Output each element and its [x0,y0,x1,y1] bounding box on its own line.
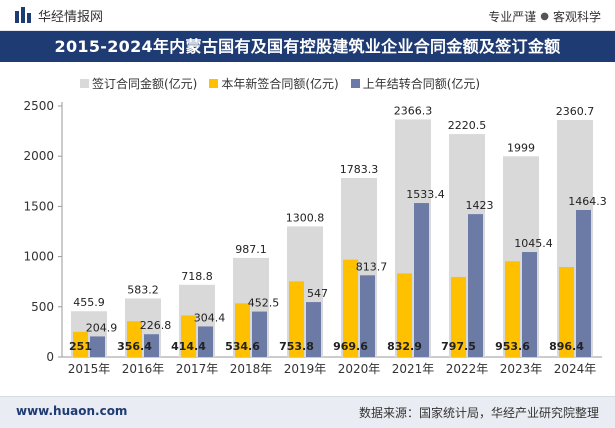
legend-item-total: 签订合同金额(亿元) [80,75,197,92]
footer-site: www.huaon.com [16,404,128,418]
data-label-new: 753.8 [279,340,314,353]
data-label-total: 2366.3 [394,104,433,117]
legend-item-new: 本年新签合同额(亿元) [209,75,339,92]
bar-carry [468,214,483,357]
bar-new [73,331,88,357]
data-label-total: 718.8 [181,270,213,283]
bar-new [559,267,574,357]
bar-new [397,273,412,357]
x-tick-label: 2015年 [68,362,111,376]
data-label-new: 797.5 [441,340,476,353]
slogan: 专业严谨 ● 客观科学 [488,8,601,25]
legend-label-carry: 上年结转合同额(亿元) [362,77,481,91]
slogan-right: 客观科学 [552,10,601,24]
data-label-new: 414.4 [171,340,206,353]
x-tick-label: 2021年 [392,362,435,376]
data-label-total: 987.1 [235,243,267,256]
x-tick-label: 2020年 [338,362,381,376]
bar-carry [144,334,159,357]
top-bar: 华经情报网 专业严谨 ● 客观科学 [0,0,615,31]
x-tick-label: 2024年 [554,362,597,376]
data-label-carry: 1464.3 [568,195,607,208]
data-label-total: 2360.7 [556,105,595,118]
bar-new [505,261,520,357]
y-tick-label: 1500 [23,199,54,213]
chart-legend: 签订合同金额(亿元) 本年新签合同额(亿元) 上年结转合同额(亿元) [80,75,480,92]
bar-new [451,276,466,357]
x-tick-label: 2017年 [176,362,219,376]
bar-carry [306,302,321,357]
y-tick-label: 2000 [23,149,54,163]
legend-swatch-total [80,79,89,88]
data-label-carry: 226.8 [140,319,172,332]
brand: 华经情报网 [14,6,104,25]
data-label-new: 832.9 [387,340,422,353]
legend-label-new: 本年新签合同额(亿元) [221,77,339,91]
data-label-total: 2220.5 [448,119,487,132]
brand-logo-icon [15,7,31,23]
data-label-carry: 813.7 [356,260,388,273]
bar-carry [414,203,429,357]
data-label-carry: 304.4 [194,311,226,324]
data-label-carry: 1533.4 [406,188,445,201]
data-label-total: 1300.8 [286,211,325,224]
bar-carry [360,275,375,357]
data-label-new: 356.4 [117,340,152,353]
data-label-new: 969.6 [333,340,368,353]
bar-new [235,303,250,357]
bar-carry [522,252,537,357]
x-tick-label: 2019年 [284,362,327,376]
data-label-total: 1999 [507,141,535,154]
y-tick-label: 1000 [23,250,54,264]
data-label-carry: 1045.4 [514,237,553,250]
x-tick-label: 2022年 [446,362,489,376]
data-label-total: 455.9 [73,296,105,309]
x-tick-label: 2018年 [230,362,273,376]
data-label-carry: 547 [307,287,328,300]
bar-new [127,321,142,357]
bar-carry [576,209,591,357]
data-label-new: 251 [69,340,92,353]
bar-new [289,281,304,357]
bar-chart: 0 500 1000 1500 2000 2500 455.9 251 204.9 2015年 58… [23,99,607,376]
bar-carry [252,311,267,357]
bar-carry [198,326,213,357]
data-label-new: 896.4 [549,340,584,353]
x-tick-label: 2016年 [122,362,165,376]
bar-new [181,315,196,357]
y-tick-label: 0 [46,350,54,364]
slogan-left: 专业严谨 [488,10,537,24]
legend-item-carry: 上年结转合同额(亿元) [350,75,481,92]
data-label-new: 534.6 [225,340,260,353]
bar-new [343,259,358,357]
legend-label-total: 签订合同金额(亿元) [92,77,198,91]
data-label-carry: 452.5 [248,297,280,310]
data-label-total: 1783.3 [340,163,379,176]
y-tick-label: 2500 [23,99,54,113]
data-label-carry: 204.9 [86,321,118,334]
brand-name: 华经情报网 [38,9,104,25]
data-label-carry: 1423 [466,199,494,212]
legend-swatch-carry [350,79,360,88]
x-tick-label: 2023年 [500,362,543,376]
footer-source: 数据来源：国家统计局，华经产业研究院整理 [358,406,599,420]
data-label-new: 953.6 [495,340,530,353]
footer: www.huaon.com 数据来源：国家统计局，华经产业研究院整理 [0,396,615,428]
slogan-separator: ● [540,11,549,22]
chart-title: 2015-2024年内蒙古国有及国有控股建筑业企业合同金额及签订金额 [0,31,615,62]
bar-carry [90,336,105,357]
y-tick-label: 500 [31,300,54,314]
legend-swatch-new [209,79,219,88]
data-label-total: 583.2 [127,283,159,296]
